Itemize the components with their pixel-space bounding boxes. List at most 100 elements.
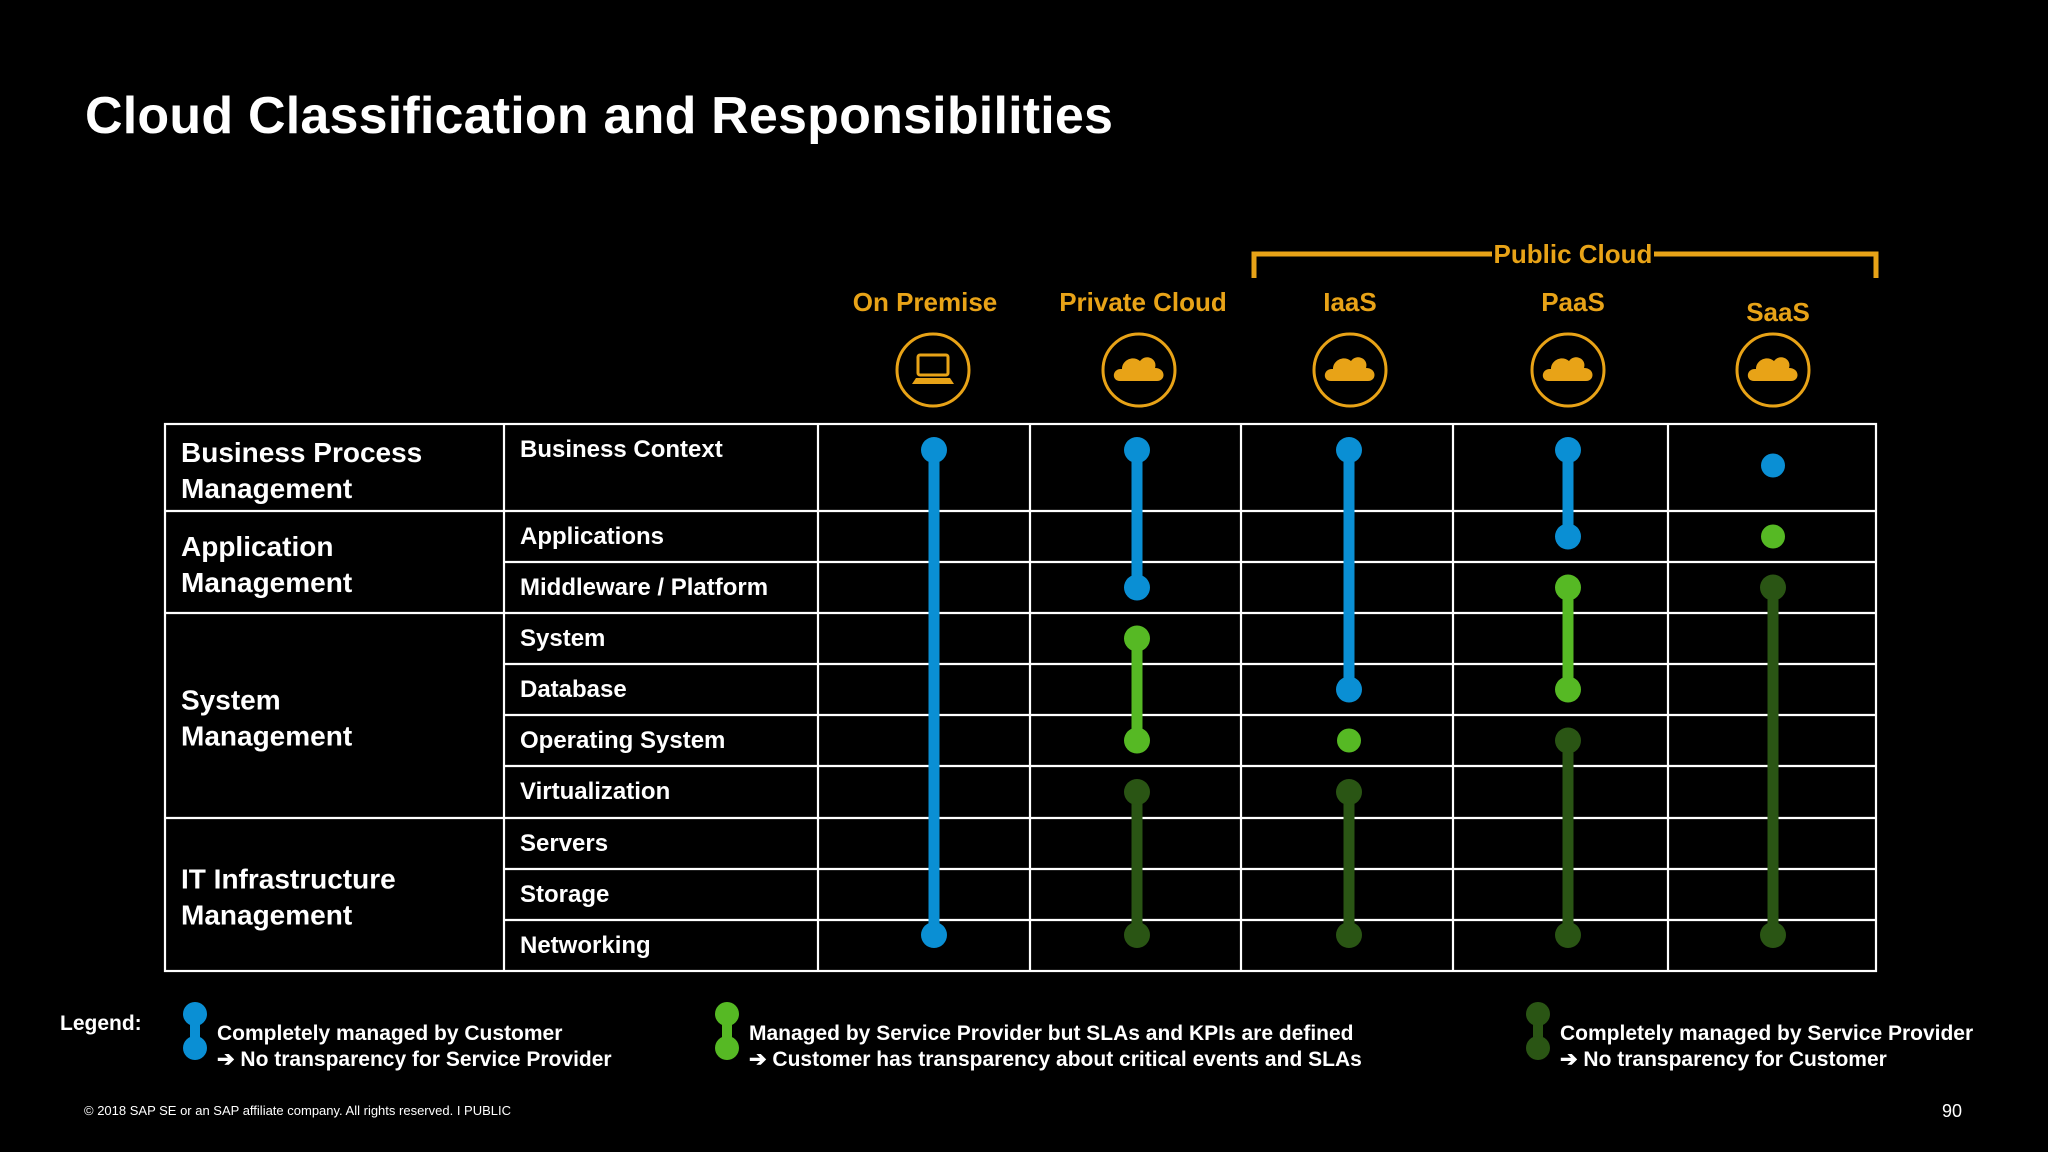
bar-dot: [1760, 574, 1786, 601]
legend-item-customer: Completely managed by Customer ➔ No tran…: [183, 1002, 612, 1073]
layer-label: Servers: [520, 830, 608, 857]
icon-ring: [1735, 332, 1811, 408]
group-label-line: Management: [181, 473, 352, 504]
layer-label: Applications: [520, 523, 664, 550]
bar-provider: [1124, 779, 1150, 948]
bar-customer: [1555, 437, 1581, 550]
icon-ring: [1530, 332, 1606, 408]
laptop-base: [912, 378, 954, 384]
legend-item-note: ➔ No transparency for Customer: [1560, 1048, 1887, 1071]
bar-dot: [1124, 574, 1150, 601]
page-number: 90: [1942, 1101, 1963, 1121]
layer-label: Networking: [520, 932, 651, 959]
icon-ring: [1312, 332, 1388, 408]
legend-item-title: Managed by Service Provider but SLAs and…: [749, 1022, 1354, 1045]
bracket-right: [1654, 251, 1879, 278]
public-cloud-bracket: [1251, 251, 1879, 278]
column-header-saas: SaaS: [1746, 297, 1810, 327]
bar-dot: [1760, 922, 1786, 948]
bar-dot: [1336, 922, 1362, 948]
column-header-on-premise: On Premise: [853, 287, 998, 317]
laptop-icon: [895, 332, 971, 408]
bar-sla: [1761, 524, 1785, 549]
legend-item-note: ➔ No transparency for Service Provider: [217, 1048, 612, 1071]
legend-item-title: Completely managed by Customer: [217, 1022, 563, 1045]
bar-sla: [1337, 728, 1361, 753]
bar-sla: [1124, 625, 1150, 754]
bracket-left: [1251, 251, 1492, 278]
layer-label: Storage: [520, 881, 609, 908]
bar-dot: [1555, 727, 1581, 754]
cloud-shape: [1113, 357, 1164, 381]
bar-dot: [1337, 728, 1361, 753]
legend-bar-customer-icon: [183, 1002, 207, 1060]
table-grid: [163, 422, 1878, 973]
bar-dot: [1555, 922, 1581, 948]
bar-customer: [921, 437, 947, 948]
group-label-line: Management: [181, 900, 352, 931]
bar-dot: [1555, 574, 1581, 601]
public-cloud-label: Public Cloud: [1494, 239, 1653, 269]
bar-dot: [1124, 779, 1150, 805]
bar-dot: [1555, 676, 1581, 703]
cloud-icon: [1312, 332, 1388, 408]
group-label-line: Management: [181, 721, 352, 752]
layer-label: Business Context: [520, 436, 723, 463]
bar-dot: [921, 437, 947, 463]
layer-label: Operating System: [520, 727, 725, 754]
group-business-process-label: Business Process Management: [181, 437, 422, 504]
icon-ring: [895, 332, 971, 408]
bar-provider: [1760, 574, 1786, 948]
legend-bar-sla-icon: [715, 1002, 739, 1060]
bar-dot: [1124, 437, 1150, 463]
legend-item-provider: Completely managed by Service Provider ➔…: [1526, 1002, 1974, 1073]
bar-dot: [1336, 779, 1362, 805]
cloud-icon: [1735, 332, 1811, 408]
legend-item-note: ➔ Customer has transparency about critic…: [749, 1048, 1362, 1071]
bar-sla: [1555, 574, 1581, 703]
group-label-line: Application: [181, 531, 333, 562]
bar-customer: [1761, 453, 1785, 478]
bar-dot: [1336, 676, 1362, 703]
group-application-label: Application Management: [181, 531, 352, 598]
column-header-private-cloud: Private Cloud: [1059, 287, 1227, 317]
page-title: Cloud Classification and Responsibilitie…: [85, 87, 1114, 145]
table-border: [163, 422, 1878, 973]
bar-provider: [1336, 779, 1362, 948]
bar-dot: [1336, 437, 1362, 463]
group-label-line: IT Infrastructure: [181, 864, 396, 895]
group-label-line: System: [181, 685, 281, 716]
legend-label: Legend:: [60, 1012, 142, 1035]
column-header-paas: PaaS: [1541, 287, 1605, 317]
laptop-screen: [916, 353, 950, 377]
legend-bar-provider-icon: [1526, 1002, 1550, 1060]
layer-label: Database: [520, 676, 627, 703]
cloud-shape: [1542, 357, 1593, 381]
cloud-shape: [1324, 357, 1375, 381]
bar-dot: [921, 922, 947, 948]
layer-label: Middleware / Platform: [520, 574, 768, 601]
legend-item-sla: Managed by Service Provider but SLAs and…: [715, 1002, 1362, 1073]
column-header-iaas: IaaS: [1323, 287, 1377, 317]
group-system-label: System Management: [181, 685, 352, 752]
copyright-footer: © 2018 SAP SE or an SAP affiliate compan…: [84, 1103, 512, 1118]
bar-provider: [1555, 727, 1581, 948]
bar-customer: [1124, 437, 1150, 601]
bar-dot: [1761, 453, 1785, 478]
bar-dot: [1124, 625, 1150, 652]
icon-ring: [1101, 332, 1177, 408]
cloud-icon: [1530, 332, 1606, 408]
group-label-line: Management: [181, 567, 352, 598]
bar-dot: [1761, 524, 1785, 549]
layer-label: Virtualization: [520, 778, 670, 805]
bar-dot: [1124, 922, 1150, 948]
bar-customer: [1336, 437, 1362, 703]
group-it-infrastructure-label: IT Infrastructure Management: [181, 864, 396, 931]
layer-label: System: [520, 625, 605, 652]
cloud-icon: [1101, 332, 1177, 408]
group-label-line: Business Process: [181, 437, 422, 468]
legend-item-title: Completely managed by Service Provider: [1560, 1022, 1974, 1045]
bar-dot: [1555, 437, 1581, 463]
bar-dot: [1555, 523, 1581, 550]
